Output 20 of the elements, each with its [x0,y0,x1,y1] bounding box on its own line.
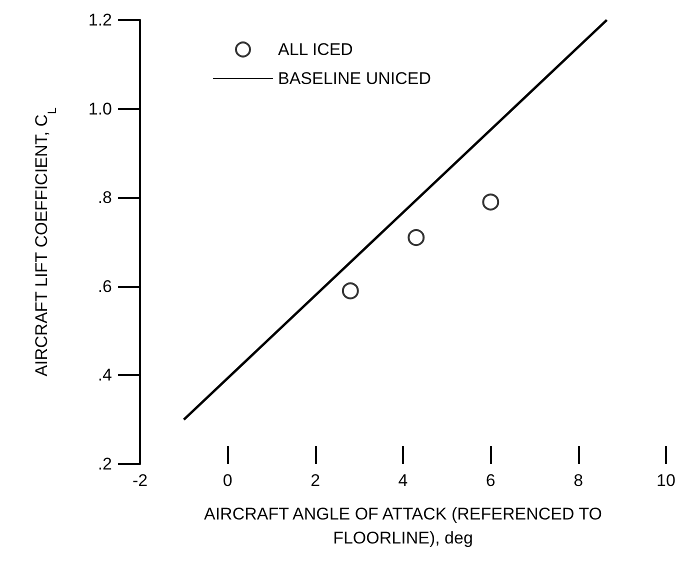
y-tick-label: 1.0 [88,99,112,118]
x-tick-label: -2 [132,471,148,490]
legend-label: BASELINE UNICED [278,69,432,88]
point [408,229,425,246]
point [342,282,359,300]
x-axis-title: AIRCRAFT ANGLE OF ATTACK (REFERENCED TO FLOORLINE), deg [204,504,602,548]
x-tick-label: 8 [574,471,584,490]
x-tick-label: 0 [222,471,232,490]
y-tick-label: .6 [98,276,112,296]
legend-label: ALL ICED [278,40,353,59]
y-tick-label: .4 [98,366,112,385]
point [482,194,500,211]
x-tick-label: 10 [656,471,676,490]
y-tick-label: 1.2 [88,10,112,30]
y-tick-label: .8 [98,188,112,208]
y-tick-label: .2 [98,454,112,474]
x-tick-label: 6 [486,471,496,490]
y-axis-title: AIRCRAFT LIFT COEFFICIENT, CL [32,107,59,376]
x-tick-label: 4 [398,471,408,490]
x-tick-label: 2 [310,471,320,490]
